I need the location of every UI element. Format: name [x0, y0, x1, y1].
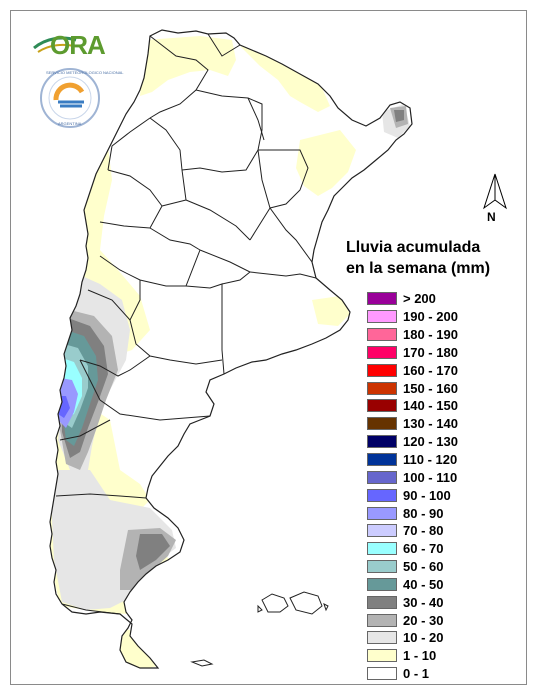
- legend-label: 100 - 110: [403, 469, 458, 485]
- legend-label: 50 - 60: [403, 559, 444, 575]
- legend-label: 130 - 140: [403, 416, 458, 432]
- legend-label: 0 - 1: [403, 666, 430, 682]
- legend-title: Lluvia acumulada en la semana (mm): [346, 237, 516, 279]
- legend-item: > 200: [367, 290, 507, 308]
- north-arrow-icon: [483, 173, 507, 210]
- legend-swatch: [367, 470, 397, 484]
- legend-swatch: [367, 649, 397, 663]
- smn-ring-text: SERVICIO METEOROLOGICO NACIONAL ARGENTIN…: [46, 70, 124, 126]
- legend-item: 80 - 90: [367, 504, 507, 522]
- legend-item: 70 - 80: [367, 522, 507, 540]
- legend-swatch: [367, 363, 397, 377]
- legend-title-line1: Lluvia acumulada: [346, 239, 481, 256]
- legend-swatch: [367, 417, 397, 431]
- legend-swatch: [367, 631, 397, 645]
- legend-label: 90 - 100: [403, 487, 451, 503]
- smn-logo-icon: [40, 68, 100, 128]
- ora-logo-text: ORA: [50, 30, 106, 60]
- legend-item: 160 - 170: [367, 361, 507, 379]
- legend-swatch: [367, 310, 397, 324]
- legend-label: > 200: [403, 291, 436, 307]
- legend-swatch: [367, 613, 397, 627]
- zone-1-10-northeast-corridor: [240, 46, 330, 112]
- legend-label: 160 - 170: [403, 362, 458, 378]
- legend-item: 90 - 100: [367, 486, 507, 504]
- legend-item: 110 - 120: [367, 451, 507, 469]
- legend-label: 150 - 160: [403, 380, 458, 396]
- legend-swatch: [367, 488, 397, 502]
- legend-swatch: [367, 435, 397, 449]
- legend-item: 20 - 30: [367, 611, 507, 629]
- legend-item: 30 - 40: [367, 593, 507, 611]
- north-label: N: [487, 210, 496, 224]
- legend-swatch: [367, 560, 397, 574]
- malvinas-islands: [257, 591, 329, 615]
- legend-item: 40 - 50: [367, 576, 507, 594]
- legend-label: 60 - 70: [403, 541, 444, 557]
- legend-label: 20 - 30: [403, 612, 444, 628]
- legend-item: 100 - 110: [367, 468, 507, 486]
- legend-label: 140 - 150: [403, 398, 458, 414]
- country-border: [49, 29, 413, 669]
- legend-swatch: [367, 524, 397, 538]
- legend-swatch: [367, 453, 397, 467]
- legend-item: 10 - 20: [367, 629, 507, 647]
- legend-label: 180 - 190: [403, 327, 458, 343]
- zone-1-10-pampa-east: [312, 296, 350, 326]
- legend-label: 110 - 120: [403, 452, 458, 468]
- legend-item: 60 - 70: [367, 540, 507, 558]
- legend-swatch: [367, 381, 397, 395]
- legend-label: 30 - 40: [403, 594, 444, 610]
- legend-swatch: [367, 328, 397, 342]
- legend-label: 40 - 50: [403, 576, 444, 592]
- zone-1-10-tierra-del-fuego: [118, 628, 158, 668]
- legend-label: 80 - 90: [403, 505, 444, 521]
- legend-label: 10 - 20: [403, 630, 444, 646]
- legend-swatch: [367, 399, 397, 413]
- legend-swatch: [367, 345, 397, 359]
- zone-1-10-north: [140, 36, 236, 96]
- legend-label: 190 - 200: [403, 309, 458, 325]
- legend-swatch: [367, 542, 397, 556]
- zone-30-40-santa-cruz: [136, 534, 170, 570]
- legend-label: 120 - 130: [403, 434, 458, 450]
- legend-item: 150 - 160: [367, 379, 507, 397]
- legend-item: 140 - 150: [367, 397, 507, 415]
- legend-item: 120 - 130: [367, 433, 507, 451]
- legend-swatch: [367, 577, 397, 591]
- legend-item: 1 - 10: [367, 647, 507, 665]
- province-boundaries: [55, 33, 317, 615]
- legend-swatch: [367, 506, 397, 520]
- legend-item: 170 - 180: [367, 344, 507, 362]
- legend-item: 180 - 190: [367, 326, 507, 344]
- legend-swatch: [367, 292, 397, 306]
- legend-swatch: [367, 667, 397, 681]
- legend-label: 170 - 180: [403, 344, 458, 360]
- legend-item: 50 - 60: [367, 558, 507, 576]
- legend-swatch: [367, 595, 397, 609]
- legend-title-line2: en la semana (mm): [346, 260, 491, 277]
- isla-de-los-estados: [190, 659, 214, 667]
- rainfall-zones: [50, 36, 410, 668]
- legend-item: 0 - 1: [367, 665, 507, 683]
- zone-1-10-mesopotamia: [296, 130, 356, 196]
- legend-label: 1 - 10: [403, 648, 437, 664]
- legend-item: 190 - 200: [367, 308, 507, 326]
- legend-item: 130 - 140: [367, 415, 507, 433]
- legend: > 200 190 - 200 180 - 190 170 - 180 160 - 17…: [367, 290, 507, 683]
- zone-30-40-misiones: [394, 110, 404, 122]
- ora-logo-icon: [33, 36, 77, 53]
- legend-label: 70 - 80: [403, 523, 444, 539]
